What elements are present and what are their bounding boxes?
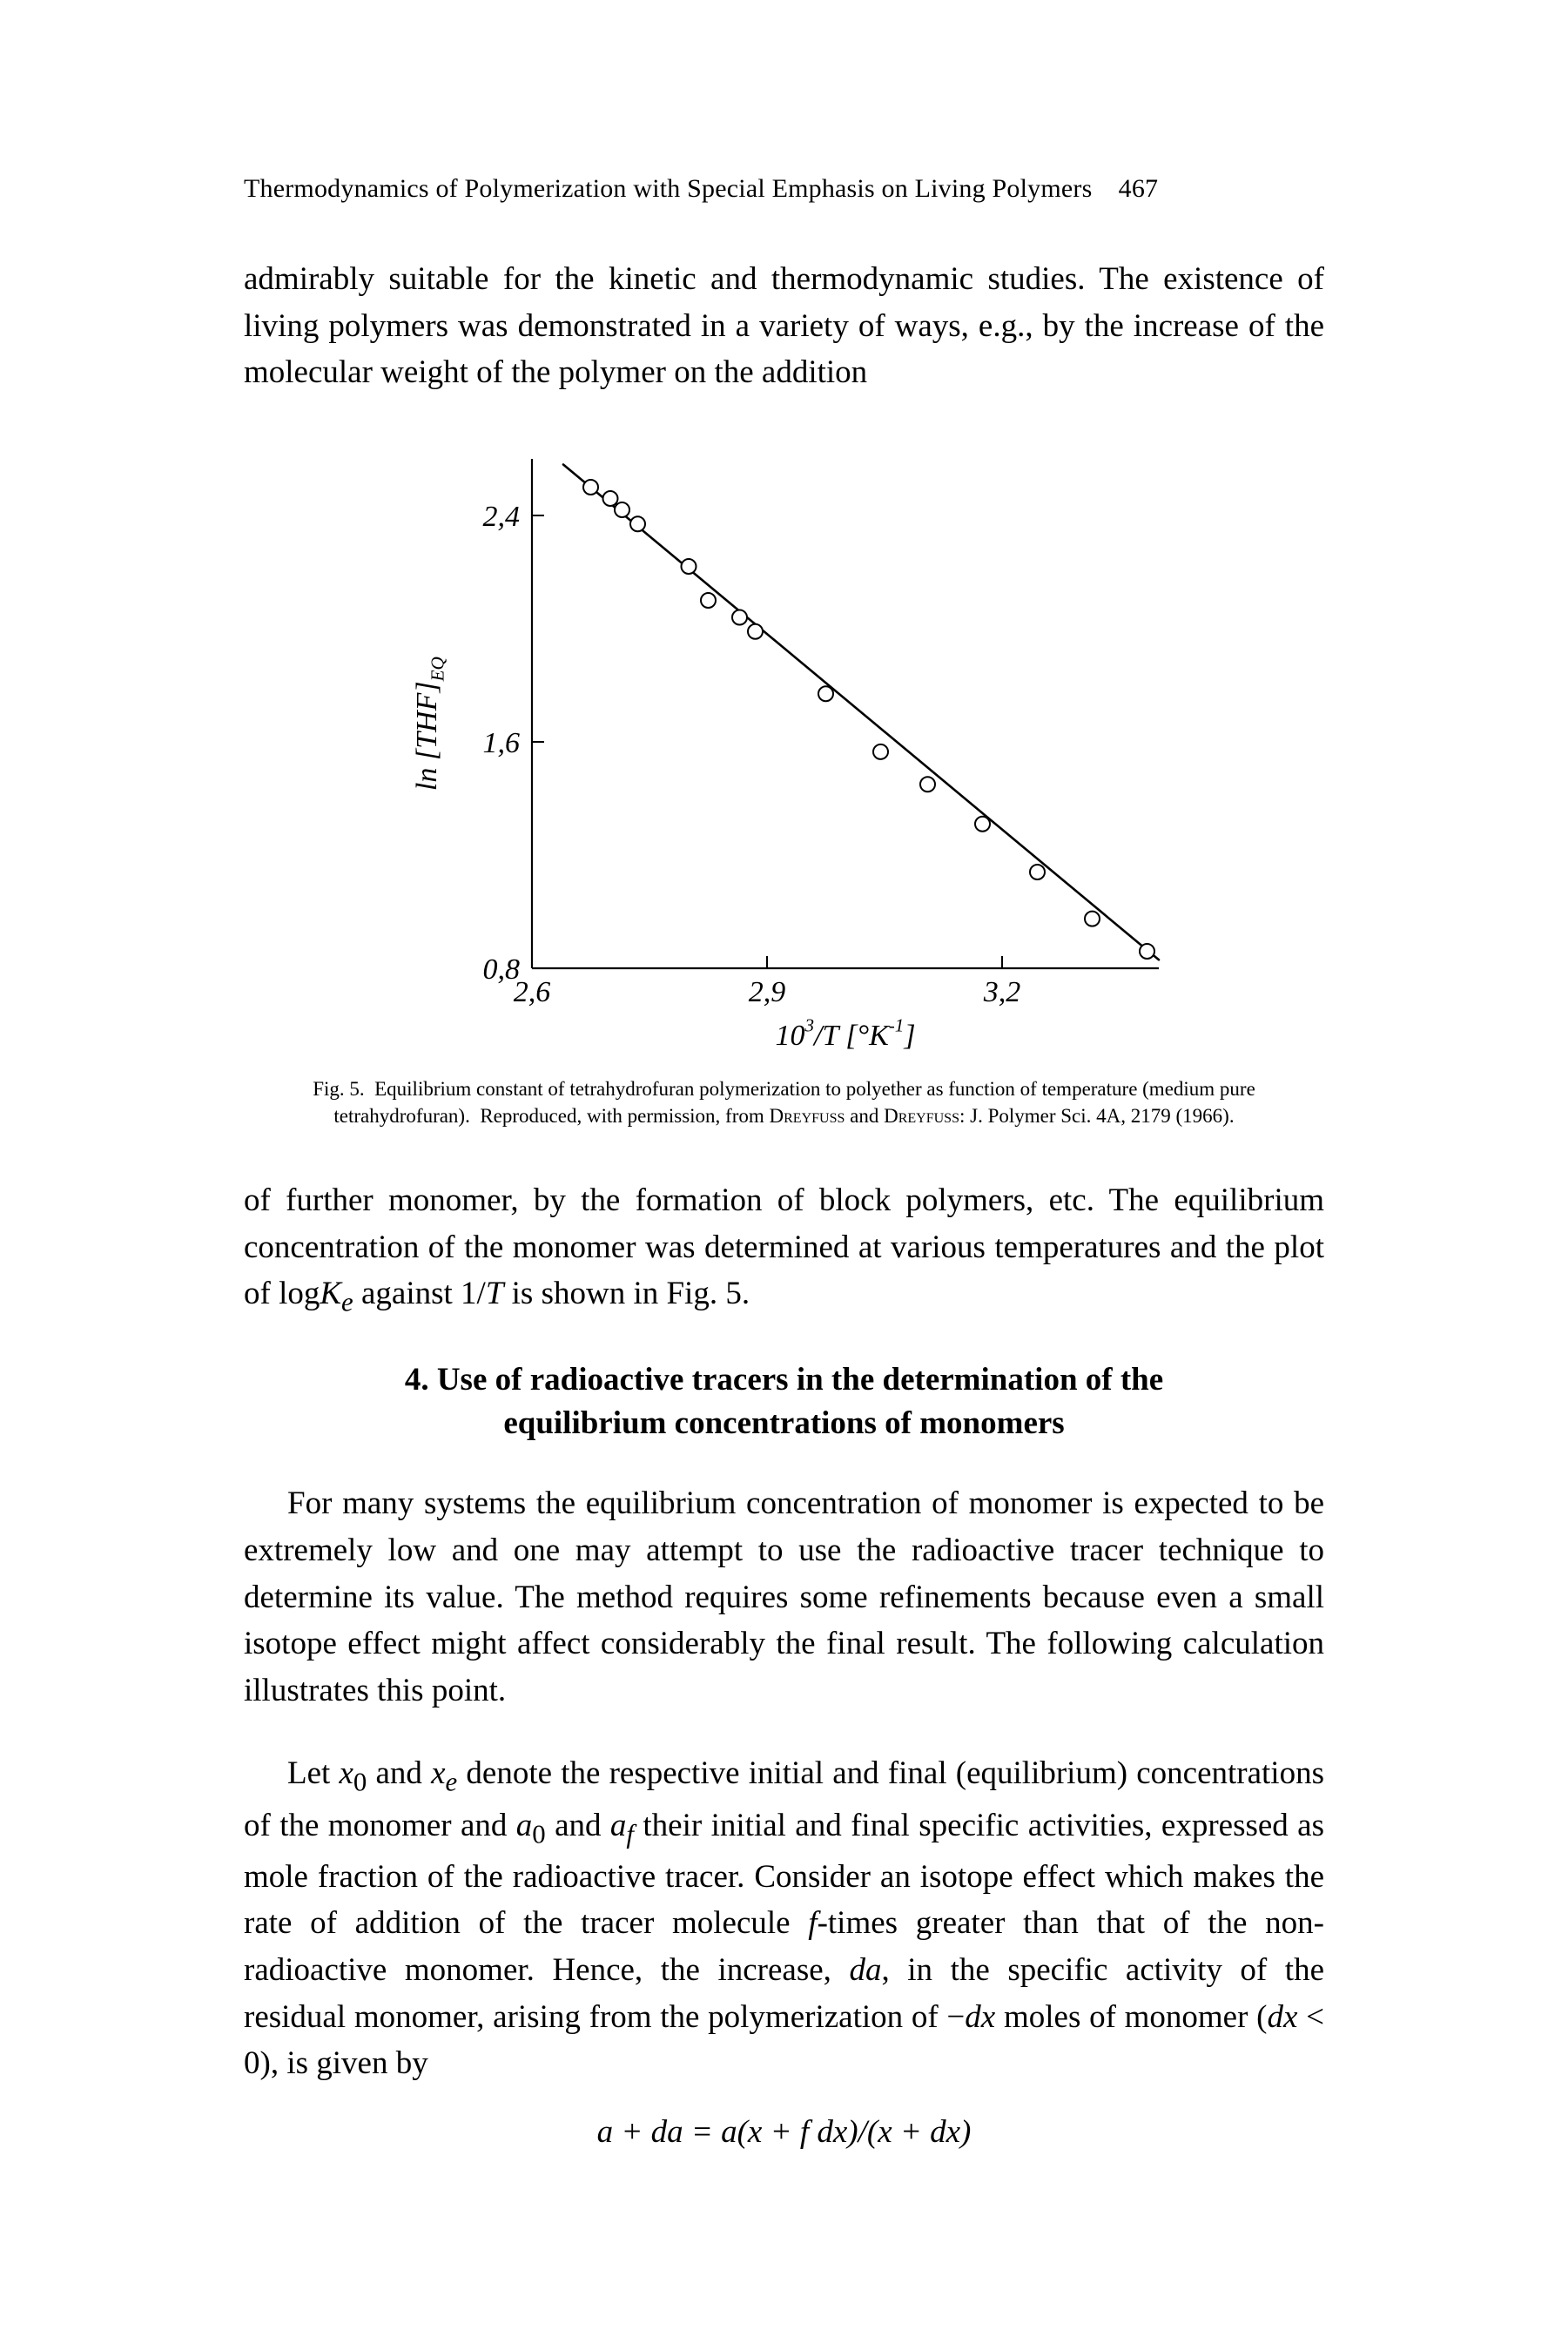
- para2-T: T: [486, 1276, 504, 1311]
- p4-t2: and: [367, 1755, 431, 1791]
- p4-xe: x: [431, 1755, 445, 1791]
- p4-f: f: [808, 1905, 817, 1941]
- svg-text:103/T [°K-1]: 103/T [°K-1]: [775, 1015, 915, 1052]
- svg-text:1,6: 1,6: [482, 727, 520, 759]
- caption-name1: Dreyfuss: [770, 1105, 845, 1127]
- svg-text:2,9: 2,9: [748, 976, 785, 1008]
- p4-t4: and: [546, 1808, 610, 1843]
- paragraph-2: of further monomer, by the formation of …: [244, 1177, 1324, 1322]
- p4-xesub: e: [446, 1768, 458, 1797]
- p4-t8: moles of monomer (: [995, 1999, 1267, 2035]
- p4-x0sub: 0: [353, 1768, 367, 1797]
- svg-text:3,2: 3,2: [982, 976, 1020, 1008]
- figure-5: 2,62,93,20,81,62,4ln [THF]EQ103/T [°K-1]: [244, 433, 1324, 1060]
- p4-da: da: [849, 1952, 881, 1988]
- svg-text:2,4: 2,4: [482, 501, 520, 533]
- p4-a0sub: 0: [532, 1819, 545, 1849]
- para2-Ksub: e: [341, 1288, 353, 1317]
- p4-dx2: dx: [1267, 1999, 1297, 2035]
- paragraph-3: For many systems the equilibrium concent…: [244, 1480, 1324, 1714]
- paragraph-1: admirably suitable for the kinetic and t…: [244, 256, 1324, 396]
- section-4-title: 4. Use of radioactive tracers in the det…: [323, 1358, 1246, 1445]
- svg-text:0,8: 0,8: [482, 953, 520, 986]
- p4-dx: dx: [965, 1999, 995, 2035]
- caption-mid: and: [845, 1105, 884, 1127]
- para2-mid: against 1/: [353, 1276, 486, 1311]
- p4-a0: a: [516, 1808, 533, 1843]
- page: Thermodynamics of Polymerization with Sp…: [0, 0, 1568, 2351]
- equation-1: a + da = a(x + f dx)/(x + dx): [244, 2113, 1324, 2151]
- para2-K: K: [320, 1276, 341, 1311]
- paragraph-4: Let x0 and xe denote the respective init…: [244, 1750, 1324, 2086]
- caption-name2: Dreyfuss: [884, 1105, 959, 1127]
- figure-5-caption: Fig. 5. Equilibrium constant of tetrahyd…: [262, 1075, 1307, 1129]
- running-header: Thermodynamics of Polymerization with Sp…: [244, 174, 1324, 204]
- p4-t1: Let: [287, 1755, 339, 1791]
- p4-x0: x: [339, 1755, 353, 1791]
- caption-post: : J. Polymer Sci. 4A, 2179 (1966).: [959, 1105, 1235, 1127]
- p4-afsub: f: [626, 1819, 634, 1849]
- para2-post: is shown in Fig. 5.: [503, 1276, 750, 1311]
- p4-af: a: [610, 1808, 627, 1843]
- chart-svg: 2,62,93,20,81,62,4ln [THF]EQ103/T [°K-1]: [384, 433, 1185, 1060]
- svg-text:ln [THF]EQ: ln [THF]EQ: [411, 657, 448, 791]
